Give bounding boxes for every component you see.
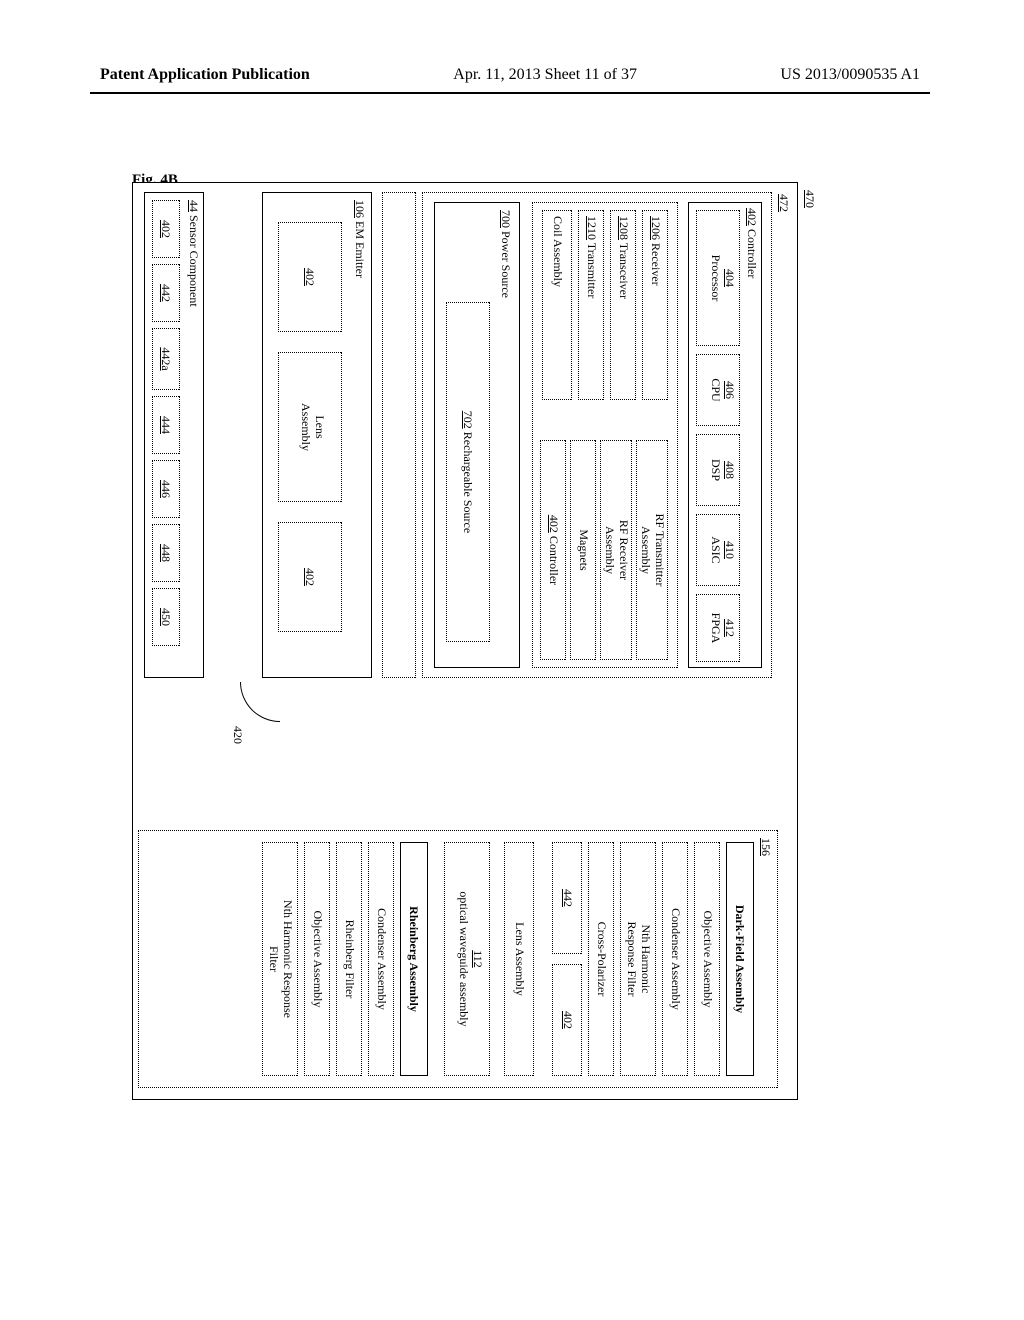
cond2-label: Condenser Assembly [374, 842, 388, 1076]
owa-label: 112optical waveguide assembly [456, 842, 484, 1076]
ref-470: 470 [802, 190, 816, 208]
power-label: 700 Power Source [498, 210, 512, 298]
receiver-label: 1206 Receiver [648, 216, 662, 286]
darkfield-label: Dark-Field Assembly [732, 842, 746, 1076]
nth2-label: Nth Harmonic ResponseFilter [266, 842, 294, 1076]
nth1-label: Nth HarmonicResponse Filter [624, 842, 652, 1076]
s3: 442a [158, 328, 172, 390]
ref-156: 156 [758, 838, 772, 856]
page-header: Patent Application Publication Apr. 11, … [100, 66, 920, 84]
header-center: Apr. 11, 2013 Sheet 11 of 37 [453, 66, 637, 84]
p442-label: 442 [560, 842, 574, 954]
sensor-label: 44 Sensor Component [186, 200, 200, 307]
s1: 402 [158, 200, 172, 258]
header-rule [90, 92, 930, 94]
coil-label: Coil Assembly [550, 216, 564, 287]
obj2-label: Objective Assembly [310, 842, 324, 1076]
header-left: Patent Application Publication [100, 66, 310, 84]
ctrl2-label: 402 Controller [546, 440, 560, 660]
rechargeable-label: 702 Rechargeable Source [460, 302, 474, 642]
s7: 450 [158, 588, 172, 646]
em-1-label: 402 [302, 222, 316, 332]
header-right: US 2013/0090535 A1 [780, 66, 920, 84]
dsp-label: 408DSP [708, 434, 736, 506]
processor-label: 404Processor [708, 212, 736, 344]
s6: 448 [158, 524, 172, 582]
em-label: 106 EM Emitter [352, 200, 366, 278]
ref-472: 472 [776, 194, 790, 212]
controller-title: 402 Controller [744, 208, 758, 278]
p402-label: 402 [560, 964, 574, 1076]
fpga-label: 412FPGA [708, 594, 736, 662]
cpu-label: 406CPU [708, 354, 736, 426]
diagram-root: 470 472 402 Controller 404Processor 406C… [0, 182, 820, 872]
ref-420: 420 [230, 726, 244, 744]
cond1-label: Condenser Assembly [668, 842, 682, 1076]
obj1-label: Objective Assembly [700, 842, 714, 1076]
rfilt-label: Rheinberg Filter [342, 842, 356, 1076]
rf-tx-label: RF TransmitterAssembly [638, 440, 666, 660]
s5: 446 [158, 460, 172, 518]
em-lens-label: LensAssembly [298, 352, 326, 502]
rf-rx-label: RF ReceiverAssembly [602, 440, 630, 660]
asic-label: 410ASIC [708, 514, 736, 586]
transceiver-label: 1208 Transceiver [616, 216, 630, 299]
lens2-label: Lens Assembly [512, 842, 526, 1076]
rheinberg-label: Rheinberg Assembly [406, 842, 420, 1076]
cross-label: Cross-Polarizer [594, 842, 608, 1076]
s2: 442 [158, 264, 172, 322]
transmitter-label: 1210 Transmitter [584, 216, 598, 298]
em-3-label: 402 [302, 522, 316, 632]
magnets-label: Magnets [576, 440, 590, 660]
box-spacer [382, 192, 416, 678]
s4: 444 [158, 396, 172, 454]
